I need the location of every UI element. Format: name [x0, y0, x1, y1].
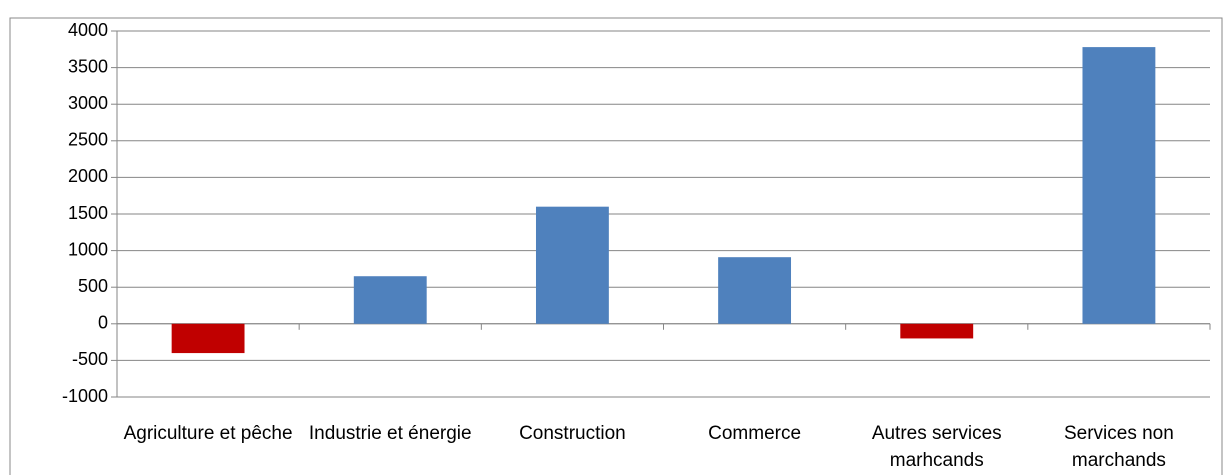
x-tick-label: Agriculture et pêche: [123, 423, 293, 444]
bar: [353, 276, 427, 324]
bar: [171, 323, 245, 354]
y-tick-label: 0: [98, 313, 108, 333]
bar: [1082, 47, 1156, 324]
bar: [718, 257, 792, 324]
bar: [900, 323, 974, 339]
x-tick-label: Industrie et énergie: [308, 423, 472, 444]
y-tick-label: 3500: [68, 56, 108, 76]
y-tick-label: 2000: [68, 166, 108, 186]
y-tick-label: 3000: [68, 93, 108, 113]
x-tick-label: Construction: [519, 423, 626, 444]
x-tick-label: Autres services marhcands: [871, 423, 1002, 471]
y-tick-label: -500: [72, 349, 108, 369]
y-tick-label: 1000: [68, 239, 108, 259]
x-tick-label: Services non marchands: [1063, 423, 1174, 471]
y-tick-label: 4000: [68, 20, 108, 40]
y-tick-label: -1000: [62, 386, 108, 406]
y-tick-label: 500: [78, 276, 108, 296]
y-tick-label: 2500: [68, 130, 108, 150]
chart-border: [9, 17, 1223, 475]
y-tick-label: 1500: [68, 203, 108, 223]
x-tick-label: Commerce: [708, 423, 802, 444]
bar: [535, 206, 609, 324]
